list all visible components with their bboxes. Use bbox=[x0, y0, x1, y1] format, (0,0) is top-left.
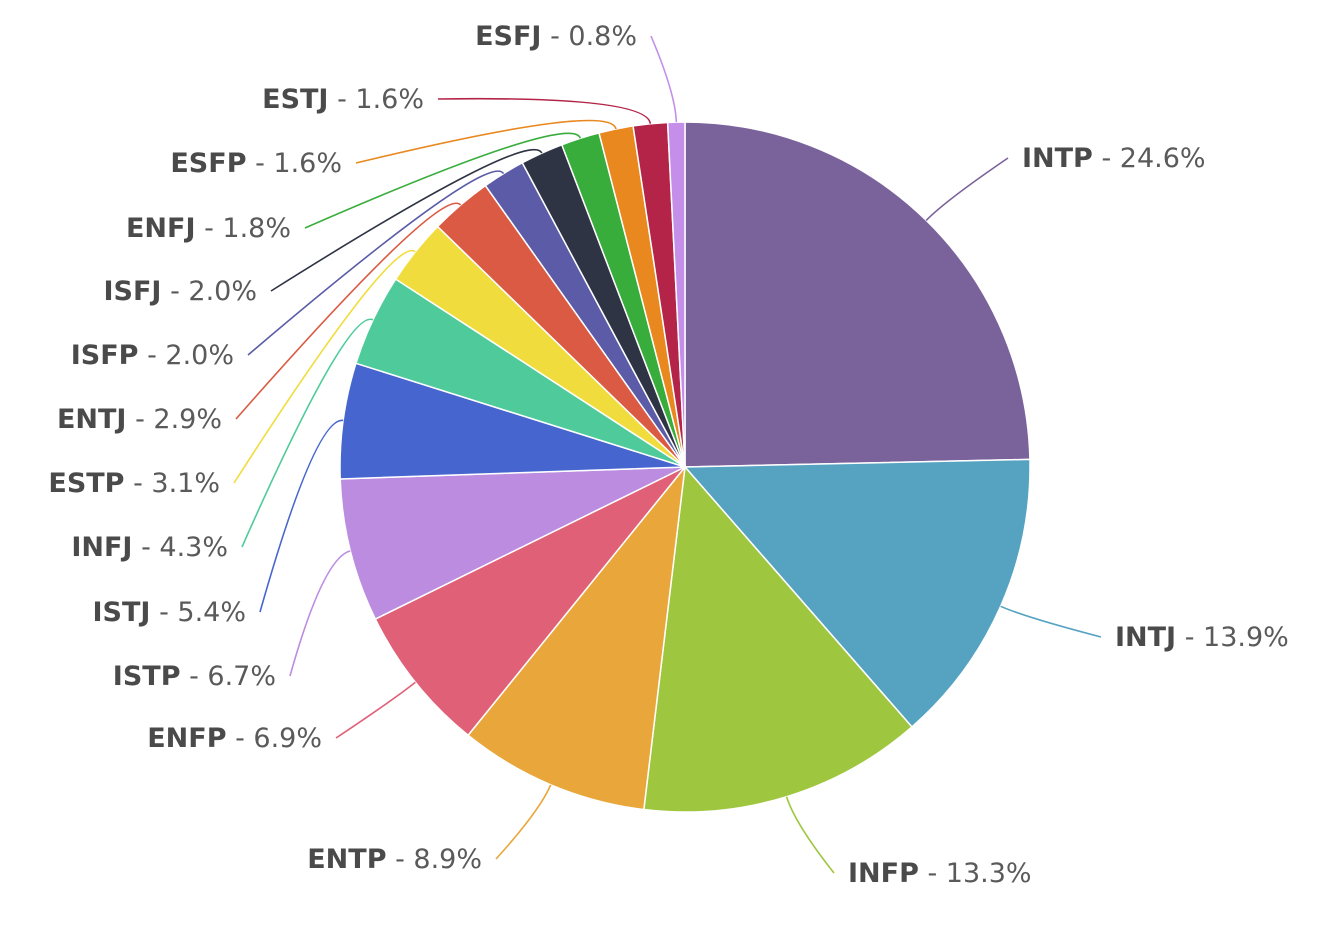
leader-line-infj bbox=[241, 318, 374, 548]
slice-category: ENTJ bbox=[57, 404, 127, 435]
slice-value: - 8.9% bbox=[386, 844, 482, 875]
slice-value: - 24.6% bbox=[1093, 143, 1206, 174]
slice-category: ESFJ bbox=[475, 21, 541, 52]
slice-label-isfj: ISFJ - 2.0% bbox=[104, 276, 258, 307]
slice-value: - 6.9% bbox=[226, 723, 322, 754]
leader-lines-layer bbox=[233, 35, 1102, 874]
leader-line-entp bbox=[495, 784, 552, 860]
slice-value: - 1.8% bbox=[195, 213, 291, 244]
slice-label-estj: ESTJ - 1.6% bbox=[262, 84, 424, 115]
slice-label-isfp: ISFP - 2.0% bbox=[71, 340, 234, 371]
slice-value: - 2.9% bbox=[126, 404, 222, 435]
labels-layer: INTP - 24.6% INTJ - 13.9% INFP - 13.3% ENTP… bbox=[48, 21, 1288, 889]
slice-category: ISTJ bbox=[93, 597, 151, 628]
slice-label-istj: ISTJ - 5.4% bbox=[93, 597, 246, 628]
slice-label-infp: INFP - 13.3% bbox=[848, 858, 1032, 889]
slice-value: - 0.8% bbox=[541, 21, 637, 52]
leader-line-estj bbox=[437, 97, 652, 124]
slice-label-enfj: ENFJ - 1.8% bbox=[126, 213, 291, 244]
leader-line-intp bbox=[925, 157, 1009, 221]
leader-line-infp bbox=[785, 796, 835, 874]
slices-layer bbox=[339, 121, 1031, 813]
slice-value: - 2.0% bbox=[161, 276, 257, 307]
slice-category: INTP bbox=[1022, 143, 1093, 174]
slice-value: - 6.7% bbox=[180, 661, 276, 692]
leader-line-enfp bbox=[335, 681, 416, 739]
pie-slice-esfj bbox=[666, 121, 686, 468]
leader-line-enfj bbox=[304, 132, 582, 229]
slice-category: ESTP bbox=[48, 468, 124, 499]
slice-value: - 3.1% bbox=[124, 468, 220, 499]
leader-line-entj bbox=[235, 202, 462, 420]
slice-value: - 1.6% bbox=[246, 148, 342, 179]
slice-label-enfp: ENFP - 6.9% bbox=[147, 723, 322, 754]
pie-slice-intp bbox=[684, 121, 1031, 468]
leader-line-estp bbox=[233, 249, 416, 484]
slice-category: ISFJ bbox=[104, 276, 162, 307]
leader-line-istj bbox=[259, 419, 344, 613]
slice-label-estp: ESTP - 3.1% bbox=[48, 468, 220, 499]
slice-value: - 2.0% bbox=[138, 340, 234, 371]
slice-value: - 13.3% bbox=[919, 858, 1032, 889]
leader-line-esfj bbox=[650, 35, 678, 123]
slice-category: ISTP bbox=[113, 661, 181, 692]
slice-category: INTJ bbox=[1115, 622, 1176, 653]
slice-category: INFP bbox=[848, 858, 919, 889]
slice-category: ESTJ bbox=[262, 84, 328, 115]
pie-slice-entp bbox=[467, 464, 687, 811]
leader-line-intj bbox=[1000, 605, 1102, 638]
slice-category: ENTP bbox=[307, 844, 386, 875]
leader-line-esfp bbox=[355, 119, 617, 164]
leader-line-isfp bbox=[247, 170, 505, 356]
slice-value: - 1.6% bbox=[328, 84, 424, 115]
slice-category: ISFP bbox=[71, 340, 139, 371]
slice-label-infj: INFJ - 4.3% bbox=[71, 532, 228, 563]
slice-label-esfp: ESFP - 1.6% bbox=[170, 148, 342, 179]
slice-value: - 4.3% bbox=[132, 532, 228, 563]
slice-category: INFJ bbox=[71, 532, 132, 563]
slice-category: ESFP bbox=[170, 148, 246, 179]
slice-category: ENFP bbox=[147, 723, 226, 754]
pie-slice-istp bbox=[339, 466, 686, 621]
leader-line-istp bbox=[289, 550, 351, 677]
pie-slice-infp bbox=[642, 465, 913, 813]
slice-label-esfj: ESFJ - 0.8% bbox=[475, 21, 637, 52]
slice-label-intj: INTJ - 13.9% bbox=[1115, 622, 1289, 653]
slice-label-intp: INTP - 24.6% bbox=[1022, 143, 1206, 174]
slice-label-istp: ISTP - 6.7% bbox=[113, 661, 276, 692]
slice-category: ENFJ bbox=[126, 213, 196, 244]
slice-value: - 13.9% bbox=[1176, 622, 1289, 653]
slice-label-entj: ENTJ - 2.9% bbox=[57, 404, 222, 435]
leader-line-isfj bbox=[270, 148, 543, 292]
slice-label-entp: ENTP - 8.9% bbox=[307, 844, 482, 875]
slice-value: - 5.4% bbox=[150, 597, 246, 628]
